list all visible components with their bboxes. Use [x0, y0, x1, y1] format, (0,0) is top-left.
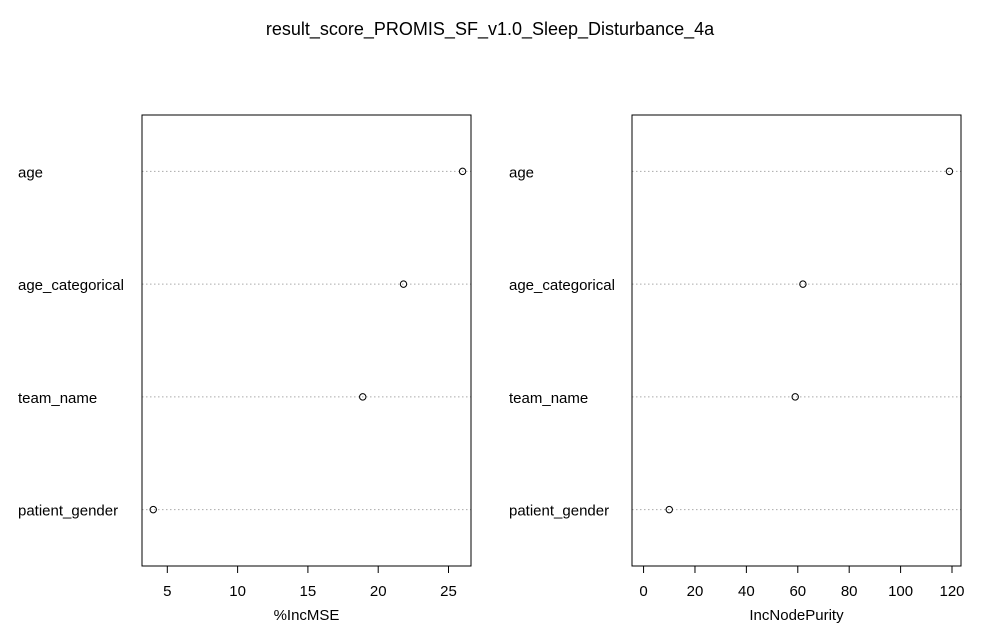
panel-1: age age_categorical team_name patient_gende…	[18, 114, 472, 624]
category-label: patient_gender	[509, 503, 609, 520]
x-tick-label: 40	[738, 583, 755, 600]
data-point	[399, 280, 408, 288]
data-point	[458, 167, 467, 176]
data-point	[945, 167, 954, 176]
x-tick-label: 60	[789, 583, 806, 600]
plot-frame	[631, 114, 962, 567]
category-label: age_categorical	[509, 277, 615, 294]
category-label: age_categorical	[18, 277, 124, 294]
x-tick-label: 0	[639, 583, 647, 600]
x-tick-label: 5	[163, 583, 171, 600]
x-axis-label: IncNodePurity	[749, 607, 844, 624]
x-tick-label: 100	[888, 583, 913, 600]
category-label: team_name	[18, 390, 97, 407]
data-point	[665, 505, 673, 514]
x-tick-label: 20	[687, 583, 704, 600]
x-tick-label: 80	[841, 583, 858, 600]
category-label: team_name	[509, 390, 588, 407]
x-tick-label: 120	[939, 583, 964, 600]
x-tick-label: 20	[370, 583, 387, 600]
x-tick-label: 10	[229, 583, 246, 600]
data-point	[149, 505, 157, 514]
category-label: age	[509, 164, 534, 181]
category-label: patient_gender	[18, 503, 118, 520]
data-point	[791, 393, 799, 401]
data-point	[359, 393, 367, 401]
x-tick-label: 15	[300, 583, 317, 600]
plot-frame	[141, 114, 472, 567]
chart-title: result_score_PROMIS_SF_v1.0_Sleep_Distur…	[266, 19, 715, 40]
data-point	[799, 280, 807, 288]
x-tick-label: 25	[440, 583, 457, 600]
panel-2: age age_categorical team_name patient_gende…	[509, 114, 965, 624]
category-label: age	[18, 164, 43, 181]
x-axis-label: %IncMSE	[274, 607, 340, 624]
